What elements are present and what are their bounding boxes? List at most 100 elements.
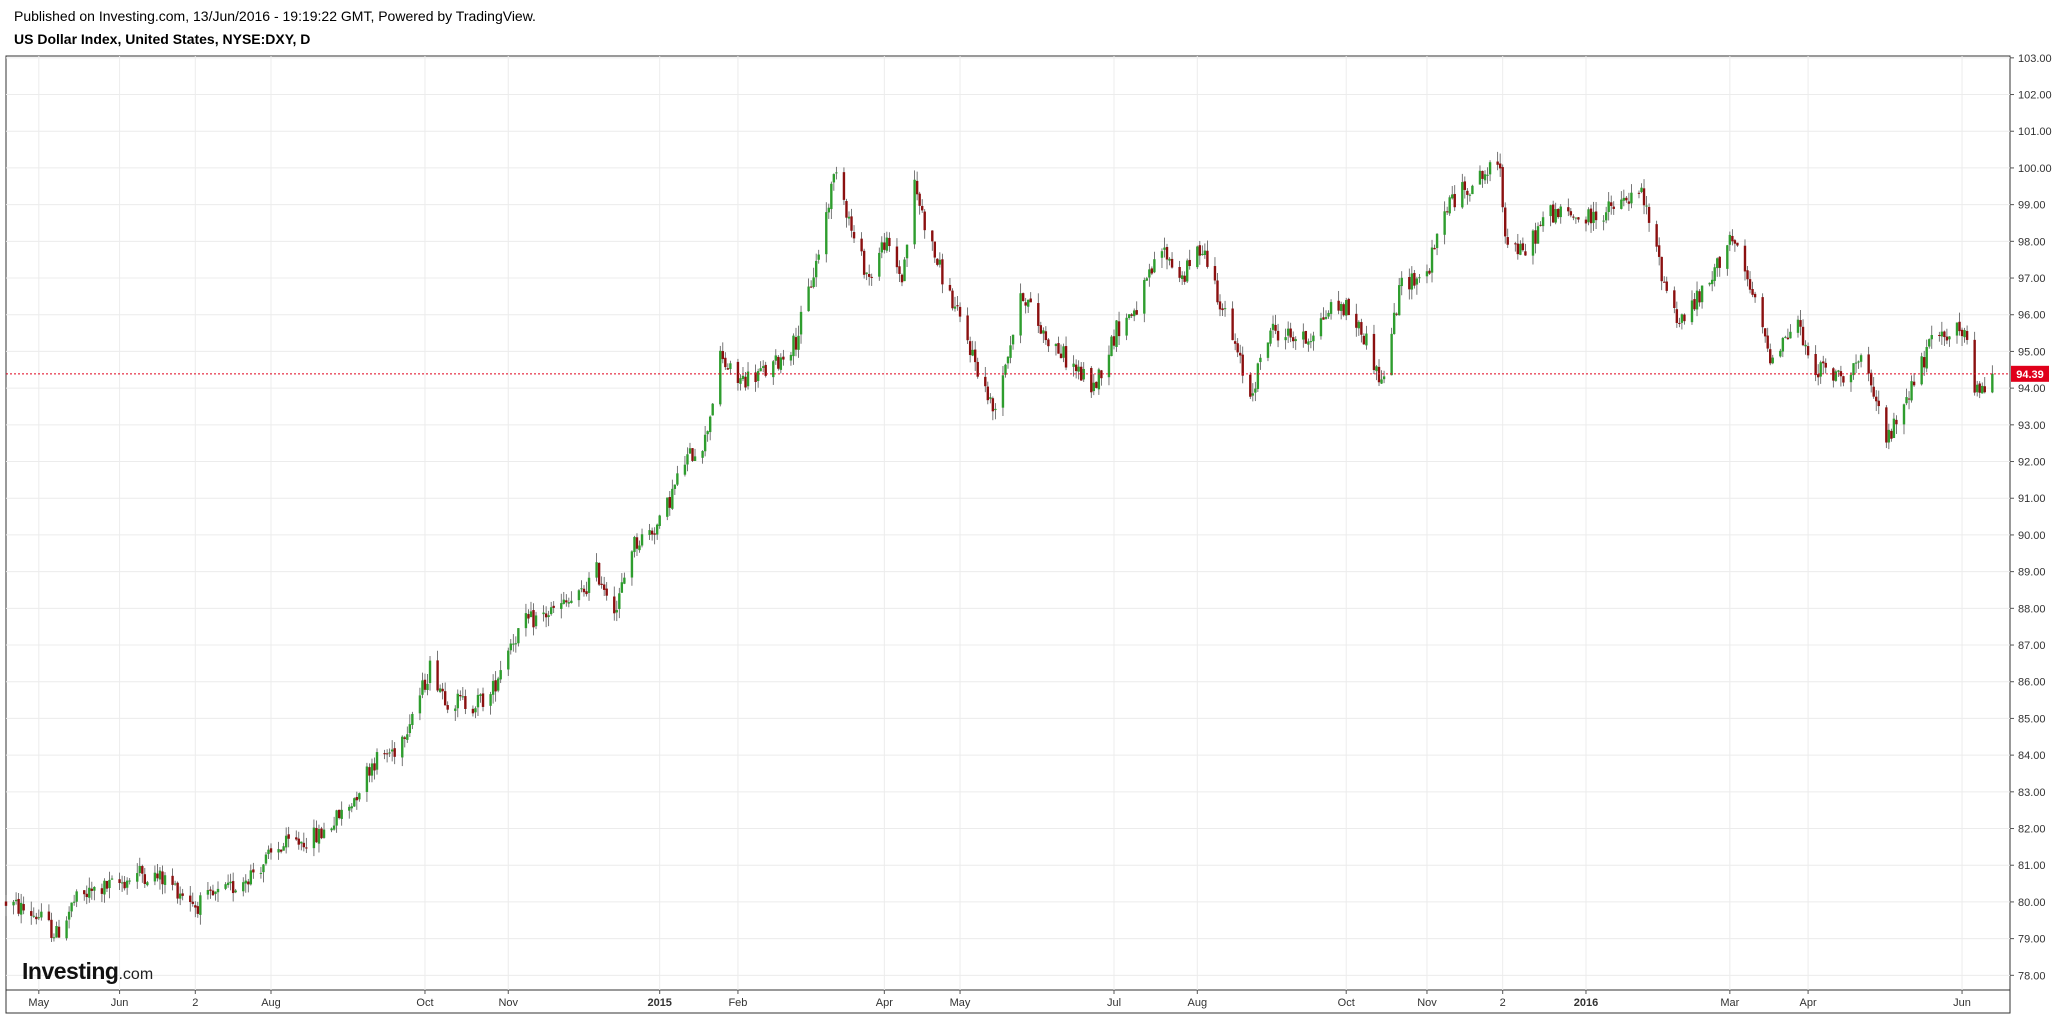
candle-body bbox=[481, 693, 485, 707]
candle-body bbox=[1837, 370, 1840, 372]
candle-body bbox=[1574, 217, 1578, 219]
candle-body bbox=[401, 736, 404, 758]
candle-body bbox=[491, 680, 495, 695]
candle-body bbox=[1657, 245, 1661, 257]
candle-body bbox=[984, 376, 987, 387]
candle-body bbox=[277, 849, 280, 853]
candle-body bbox=[527, 614, 530, 619]
candle-body bbox=[1751, 289, 1754, 295]
price-tick-label: 90.00 bbox=[2018, 530, 2046, 542]
candle-body bbox=[1640, 187, 1643, 193]
time-tick-label: Jul bbox=[1107, 997, 1121, 1009]
candle-body bbox=[459, 695, 462, 697]
candle-body bbox=[1468, 194, 1472, 196]
candle-body bbox=[1044, 331, 1048, 341]
candle-body bbox=[577, 590, 581, 601]
candle-body bbox=[1072, 363, 1075, 367]
last-price-badge bbox=[2011, 365, 2049, 382]
candle-body bbox=[933, 241, 937, 258]
candle-body bbox=[885, 237, 889, 251]
candle-body bbox=[1445, 211, 1449, 213]
price-tick-label: 103.00 bbox=[2018, 53, 2052, 65]
candle-body bbox=[1804, 344, 1807, 347]
candle-body bbox=[701, 451, 704, 458]
candle-body bbox=[711, 403, 714, 416]
logo-suffix: .com bbox=[118, 966, 154, 983]
candle-body bbox=[880, 242, 884, 253]
candle-body bbox=[562, 599, 565, 604]
candle-body bbox=[1074, 364, 1078, 372]
candle-body bbox=[1627, 201, 1631, 204]
candle-body bbox=[474, 708, 477, 713]
candle-body bbox=[941, 259, 944, 285]
candle-body bbox=[1519, 243, 1522, 255]
candle-body bbox=[267, 849, 270, 855]
candle-body bbox=[93, 887, 96, 891]
candle-body bbox=[373, 763, 376, 771]
grid bbox=[6, 56, 2010, 990]
price-tick-label: 92.00 bbox=[2018, 457, 2046, 469]
candle-body bbox=[315, 827, 318, 843]
candle-body bbox=[403, 737, 406, 739]
candle-body bbox=[1115, 320, 1118, 347]
candle-body bbox=[67, 911, 71, 920]
candle-body bbox=[300, 841, 303, 844]
candle-body bbox=[110, 878, 114, 880]
candle-body bbox=[938, 259, 942, 265]
candle-body bbox=[782, 356, 785, 360]
candle-body bbox=[1498, 163, 1502, 169]
candle-body bbox=[860, 238, 863, 252]
candle-body bbox=[976, 361, 979, 377]
candle-body bbox=[479, 694, 482, 696]
candle-body bbox=[842, 172, 846, 200]
candle-body bbox=[108, 879, 111, 889]
candle-body bbox=[234, 890, 237, 893]
candle-body bbox=[1400, 277, 1403, 287]
price-axis: 78.00 79.00 80.00 81.00 82.00 83.00 84.00 85.00… bbox=[2010, 53, 2052, 982]
candle-body bbox=[499, 670, 502, 680]
candle-body bbox=[754, 372, 757, 382]
candle-body bbox=[1895, 419, 1898, 425]
candle-body bbox=[1736, 242, 1739, 246]
candle-body bbox=[1216, 280, 1219, 303]
candle-body bbox=[1912, 381, 1916, 386]
candle-body bbox=[305, 847, 308, 849]
candle-body bbox=[630, 551, 634, 578]
candle-body bbox=[1380, 379, 1383, 384]
candle-body bbox=[1274, 324, 1277, 331]
candle-body bbox=[1079, 366, 1083, 381]
candle-body bbox=[340, 809, 343, 819]
candle-body bbox=[312, 827, 316, 849]
candle-body bbox=[1551, 204, 1555, 223]
candle-body bbox=[1943, 331, 1946, 338]
candle-body bbox=[638, 545, 641, 551]
candle-body bbox=[1355, 313, 1358, 328]
candle-body bbox=[1905, 397, 1908, 404]
candle-body bbox=[794, 337, 798, 350]
candle-body bbox=[1418, 277, 1421, 279]
candle-body bbox=[1572, 216, 1575, 218]
candle-body bbox=[1577, 217, 1580, 220]
candle-body bbox=[640, 534, 644, 546]
candle-body bbox=[443, 691, 447, 706]
candle-body bbox=[171, 875, 174, 885]
candle-body bbox=[686, 454, 689, 465]
candle-body bbox=[55, 925, 58, 938]
candle-body bbox=[1009, 345, 1012, 358]
candle-body bbox=[850, 216, 853, 231]
candle-body bbox=[719, 350, 722, 405]
candle-body bbox=[1259, 357, 1262, 363]
candle-body bbox=[1160, 251, 1164, 258]
candle-body bbox=[1168, 258, 1171, 261]
candle-body bbox=[1516, 243, 1520, 255]
candle-body bbox=[489, 694, 492, 706]
candle-body bbox=[1733, 240, 1737, 244]
candle-body bbox=[35, 916, 38, 920]
candle-body bbox=[1410, 273, 1414, 290]
candle-body bbox=[90, 888, 94, 891]
candle-body bbox=[1690, 300, 1694, 323]
candle-body bbox=[936, 258, 939, 265]
time-tick-label: Oct bbox=[1338, 997, 1355, 1009]
candle-body bbox=[1319, 318, 1323, 337]
